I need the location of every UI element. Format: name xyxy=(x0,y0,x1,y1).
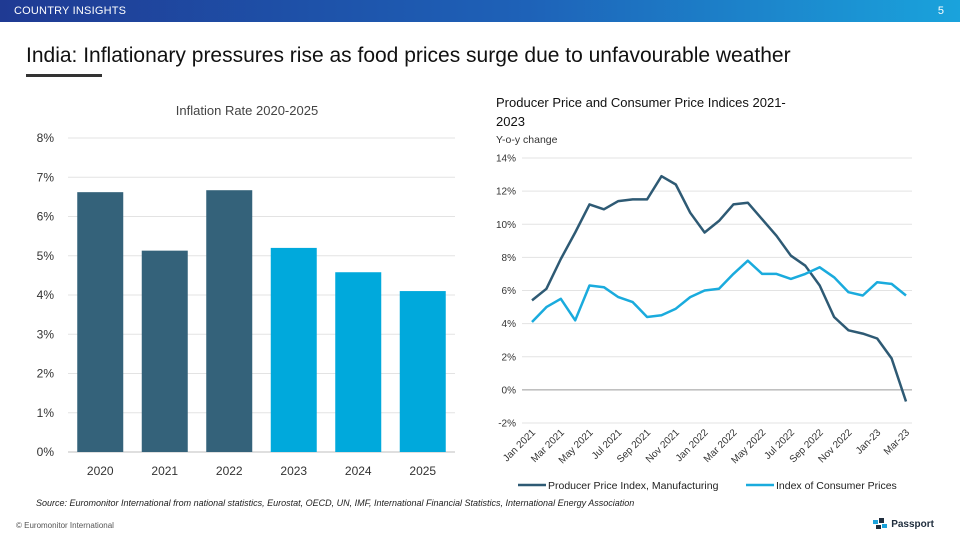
bar-y-tick-label: 0% xyxy=(37,445,55,459)
bar-x-tick-label: 2020 xyxy=(87,464,114,478)
line-y-tick-label: 14% xyxy=(496,154,516,165)
line-y-tick-label: 6% xyxy=(502,286,517,297)
bar-y-tick-label: 5% xyxy=(37,249,55,263)
line-y-tick-label: 0% xyxy=(502,385,517,396)
bar-y-tick-label: 2% xyxy=(37,367,55,381)
bar-x-tick-label: 2025 xyxy=(409,464,436,478)
passport-logo-icon xyxy=(873,518,888,529)
line-y-axis-label: Y-o-y change xyxy=(496,134,558,146)
bar-x-tick-label: 2023 xyxy=(280,464,307,478)
bar-y-tick-label: 8% xyxy=(37,131,55,145)
price-indices-line-chart: Producer Price and Consumer Price Indice… xyxy=(496,95,912,492)
bar xyxy=(141,250,188,452)
line-x-tick-label: Mar-23 xyxy=(882,427,912,457)
section-label: COUNTRY INSIGHTS xyxy=(14,5,127,17)
legend-label: Producer Price Index, Manufacturing xyxy=(548,480,719,492)
bar-y-tick-label: 4% xyxy=(37,288,55,302)
bar-x-tick-label: 2022 xyxy=(216,464,243,478)
bar-x-tick-label: 2024 xyxy=(345,464,372,478)
source-note: Source: Euromonitor International from n… xyxy=(36,498,635,508)
bar-y-tick-label: 1% xyxy=(37,406,55,420)
line-y-tick-label: 4% xyxy=(502,319,517,330)
copyright: © Euromonitor International xyxy=(16,521,114,530)
bar-y-tick-label: 6% xyxy=(37,210,55,224)
ppi-series-line xyxy=(531,174,908,402)
inflation-bar-chart: Inflation Rate 2020-2025 0% 1% 2% 3% 4% 5% 6% 7%… xyxy=(37,103,455,478)
passport-logo: Passport xyxy=(873,518,934,530)
bar-chart-title: Inflation Rate 2020-2025 xyxy=(176,103,318,118)
bar-y-tick-label: 7% xyxy=(37,170,55,184)
bar xyxy=(399,291,446,452)
bar xyxy=(206,190,253,452)
line-y-tick-label: 2% xyxy=(502,352,517,363)
line-y-tick-label: 12% xyxy=(496,187,516,198)
bar xyxy=(335,272,382,452)
cpi-series-line xyxy=(531,259,907,323)
bar xyxy=(77,192,124,453)
bar-x-tick-label: 2021 xyxy=(151,464,178,478)
bar xyxy=(270,247,317,452)
legend-label: Index of Consumer Prices xyxy=(776,480,897,492)
line-y-tick-label: 10% xyxy=(496,220,516,231)
line-y-tick-label: 8% xyxy=(502,253,517,264)
line-y-tick-label: -2% xyxy=(498,419,516,430)
line-x-tick-label: Jan-23 xyxy=(854,427,884,457)
bar-y-tick-label: 3% xyxy=(37,327,55,341)
page-number: 5 xyxy=(937,5,944,17)
slide-title: India: Inflationary pressures rise as fo… xyxy=(26,44,791,67)
line-chart-title: Producer Price and Consumer Price Indice… xyxy=(496,95,786,129)
brand-name: Passport xyxy=(891,518,934,530)
title-underline xyxy=(26,74,102,77)
top-banner: COUNTRY INSIGHTS 5 xyxy=(0,0,960,22)
